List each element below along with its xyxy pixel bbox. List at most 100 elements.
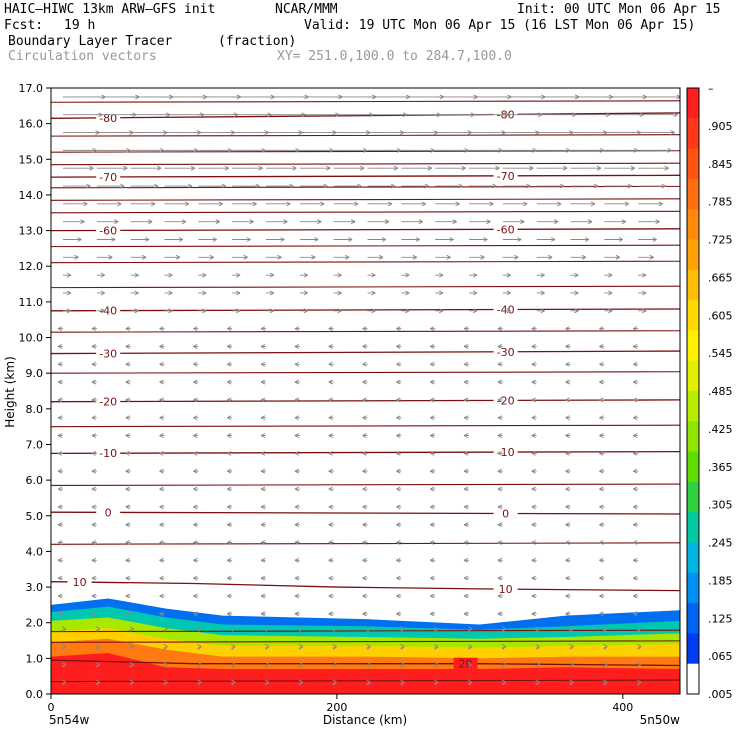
circulation-vector: [159, 468, 165, 474]
circulation-vector: [599, 522, 605, 528]
circulation-vector: [604, 130, 642, 135]
temperature-contour: [51, 112, 680, 119]
temperature-contour: [51, 162, 680, 166]
circulation-vector: [333, 130, 371, 135]
circulation-vector: [193, 486, 199, 492]
circulation-vector: [164, 237, 184, 242]
circulation-vector: [125, 486, 131, 492]
circulation-vector: [57, 611, 63, 617]
circulation-vector: [362, 415, 368, 421]
circulation-vector: [463, 540, 469, 545]
circulation-vector: [469, 308, 478, 314]
temperature-contour: [51, 330, 680, 333]
circulation-vector: [429, 575, 436, 581]
circulation-vector: [463, 575, 469, 581]
circulation-vector: [63, 183, 91, 189]
circulation-vector: [638, 165, 669, 171]
x-axis-label: Distance (km): [323, 713, 407, 727]
circulation-vector: [367, 183, 396, 189]
circulation-vector: [638, 112, 678, 118]
y-tick-label: 4.0: [26, 545, 44, 558]
colorbar-segment: [687, 633, 699, 665]
contour-label: -30: [99, 347, 117, 360]
circulation-vector: [632, 379, 639, 385]
circulation-vector: [502, 290, 512, 296]
y-tick-label: 16.0: [19, 118, 44, 131]
circulation-vector: [91, 611, 97, 617]
circulation-vector: [130, 201, 156, 207]
circulation-vector: [294, 557, 300, 563]
circulation-vector: [57, 397, 63, 403]
circulation-vector: [260, 468, 266, 474]
circulation-vector: [95, 679, 101, 686]
circulation-vector: [193, 326, 199, 332]
colorbar-label: .545: [708, 347, 733, 360]
circulation-vector: [429, 433, 436, 438]
circulation-vector: [565, 522, 571, 528]
circulation-vector: [638, 183, 666, 189]
circulation-vector: [232, 147, 266, 153]
circulation-vector: [531, 593, 537, 599]
circulation-vector: [603, 679, 608, 686]
circulation-vector: [266, 290, 275, 296]
circulation-vector: [632, 575, 639, 581]
circulation-vector: [164, 130, 202, 135]
contour-label-mask: [67, 576, 92, 589]
contour-label: -70: [99, 171, 117, 184]
circulation-vector: [599, 415, 605, 421]
circulation-vector: [57, 326, 63, 332]
colorbar-segment: [687, 88, 699, 119]
circulation-vector: [260, 522, 266, 528]
temperature-contour: [51, 198, 680, 201]
circulation-vector: [198, 165, 230, 171]
circulation-vector: [198, 201, 224, 207]
circulation-vector: [367, 201, 393, 207]
forecast-hour: 19 h: [64, 18, 96, 33]
circulation-vector: [63, 219, 85, 225]
circulation-vector: [130, 290, 139, 296]
circulation-vector: [226, 450, 233, 456]
circulation-vector: [638, 254, 654, 260]
colorbar-segment: [687, 451, 699, 483]
circulation-vector: [164, 112, 205, 118]
circulation-vector: [367, 308, 376, 314]
colorbar-segment: [687, 421, 699, 453]
contour-label: 10: [499, 583, 513, 596]
temperature-contour: [51, 640, 680, 643]
circulation-vector: [333, 165, 365, 171]
circulation-vector: [400, 644, 405, 650]
circulation-vector: [193, 611, 199, 617]
y-tick-label: 14.0: [19, 189, 44, 202]
circulation-vector: [435, 237, 454, 242]
circulation-vector: [63, 272, 72, 278]
circulation-vector: [164, 219, 187, 225]
contour-label: -30: [497, 346, 515, 359]
circulation-vector: [603, 644, 608, 650]
right-endpoint-label: 5n50w: [640, 713, 681, 727]
circulation-vector: [299, 183, 328, 189]
circulation-vector: [366, 626, 371, 632]
circulation-vector: [163, 644, 168, 650]
circulation-vector: [130, 130, 168, 135]
contour-label: -80: [99, 112, 117, 125]
circulation-vector: [125, 575, 131, 581]
colorbar-label: .785: [708, 196, 733, 209]
circulation-vector: [531, 486, 537, 492]
colorbar-segment: [687, 209, 699, 240]
circulation-vector: [328, 504, 334, 510]
circulation-vector: [396, 522, 402, 528]
circulation-vector: [435, 147, 469, 153]
circulation-vector: [396, 504, 402, 510]
circulation-vector: [164, 290, 173, 296]
circulation-vector: [193, 522, 199, 528]
colorbar-label: .845: [708, 158, 733, 171]
circulation-vector: [294, 326, 300, 332]
circulation-vector: [125, 361, 131, 367]
temperature-contour: [51, 371, 680, 374]
circulation-vector: [91, 344, 97, 349]
temperature-contour: [51, 100, 680, 103]
circulation-vector: [129, 644, 134, 650]
circulation-vector: [130, 272, 139, 278]
circulation-vector: [400, 679, 405, 686]
circulation-vector: [367, 165, 399, 171]
